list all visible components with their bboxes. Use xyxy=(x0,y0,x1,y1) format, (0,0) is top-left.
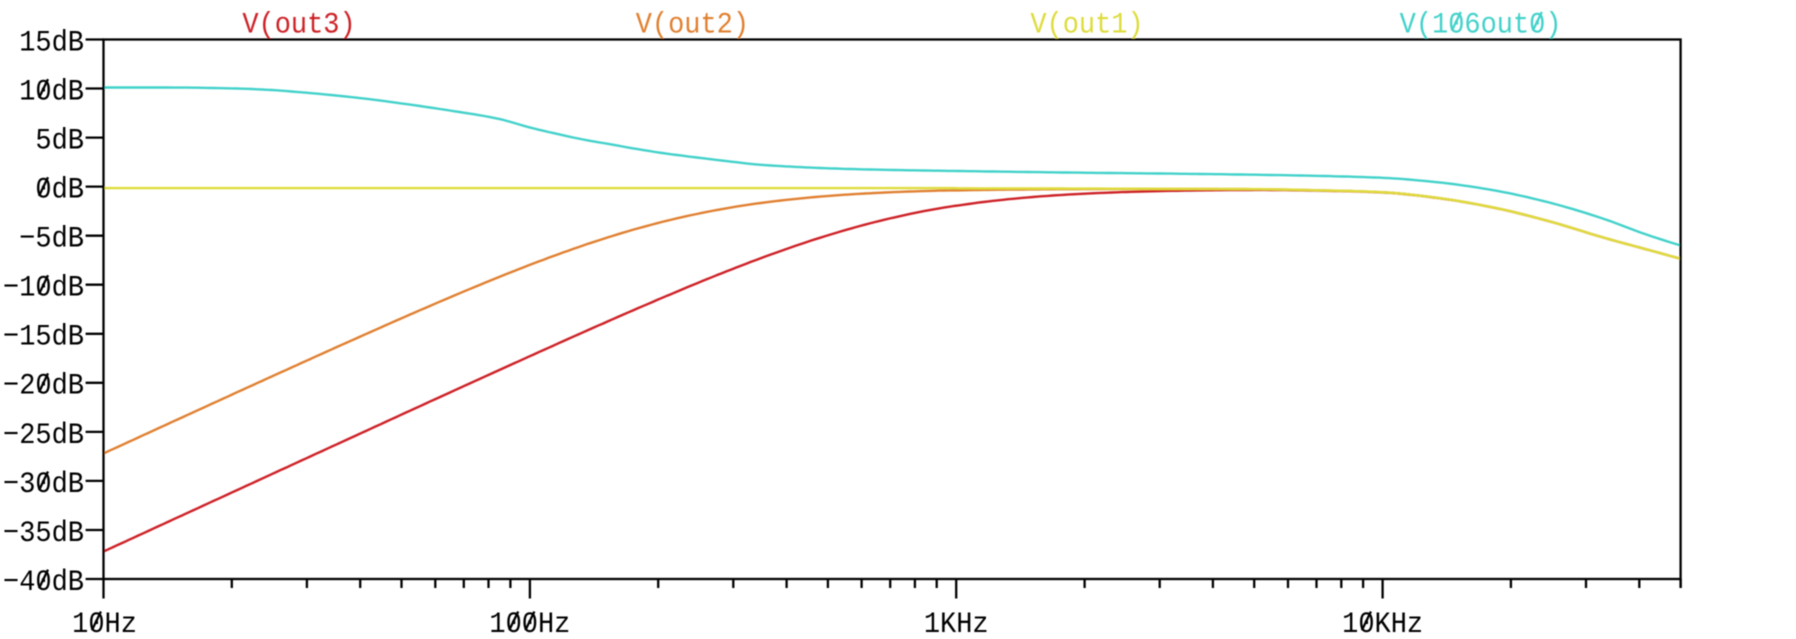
svg-text:V(out1): V(out1) xyxy=(1030,7,1143,42)
svg-text:10Hz: 10Hz xyxy=(72,607,137,639)
svg-text:V(out2): V(out2) xyxy=(636,7,749,42)
svg-text:−25dB: −25dB xyxy=(3,418,84,453)
svg-text:15dB: 15dB xyxy=(19,25,84,60)
svg-text:10KHz: 10KHz xyxy=(1342,607,1423,639)
svg-text:−5dB: −5dB xyxy=(19,221,84,256)
svg-text:−30dB: −30dB xyxy=(3,467,84,502)
svg-text:10dB: 10dB xyxy=(19,74,84,109)
svg-text:0dB: 0dB xyxy=(35,172,84,207)
svg-text:V(out3): V(out3) xyxy=(242,7,355,42)
svg-text:−20dB: −20dB xyxy=(3,368,84,403)
svg-text:−35dB: −35dB xyxy=(3,516,84,551)
svg-text:−40dB: −40dB xyxy=(3,565,84,600)
svg-text:−15dB: −15dB xyxy=(3,319,84,354)
svg-text:5dB: 5dB xyxy=(35,123,84,158)
svg-text:V(106out0): V(106out0) xyxy=(1400,7,1562,42)
svg-text:−10dB: −10dB xyxy=(3,270,84,305)
svg-text:1KHz: 1KHz xyxy=(924,607,989,639)
